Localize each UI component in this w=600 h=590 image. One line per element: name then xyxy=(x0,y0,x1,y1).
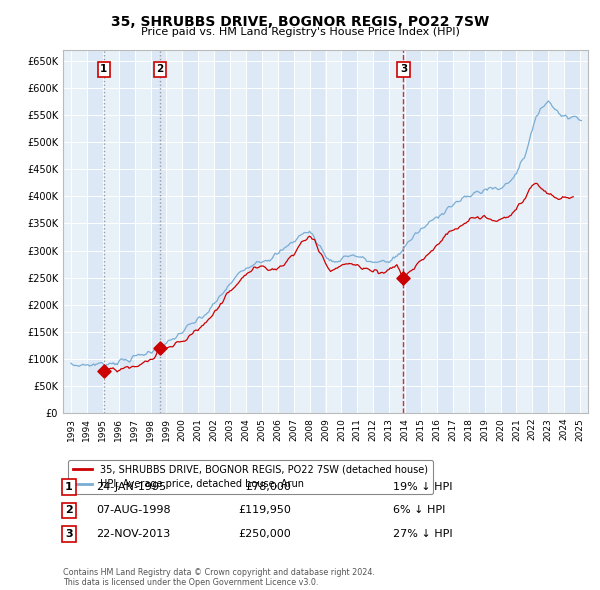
Point xyxy=(99,366,109,375)
Text: 2: 2 xyxy=(157,64,164,74)
Bar xyxy=(310,50,325,413)
Legend: 35, SHRUBBS DRIVE, BOGNOR REGIS, PO22 7SW (detached house), HPI: Average price, : 35, SHRUBBS DRIVE, BOGNOR REGIS, PO22 7S… xyxy=(68,460,433,494)
Text: 3: 3 xyxy=(65,529,73,539)
Text: £119,950: £119,950 xyxy=(238,506,291,515)
Bar xyxy=(151,50,166,413)
Text: 6% ↓ HPI: 6% ↓ HPI xyxy=(393,506,445,515)
Bar xyxy=(373,50,389,413)
Bar xyxy=(119,50,134,413)
Text: 07-AUG-1998: 07-AUG-1998 xyxy=(96,506,170,515)
Bar xyxy=(500,50,517,413)
Text: Price paid vs. HM Land Registry's House Price Index (HPI): Price paid vs. HM Land Registry's House … xyxy=(140,27,460,37)
Bar xyxy=(278,50,293,413)
Text: 3: 3 xyxy=(400,64,407,74)
Bar xyxy=(405,50,421,413)
Text: 1: 1 xyxy=(65,482,73,491)
Text: 27% ↓ HPI: 27% ↓ HPI xyxy=(393,529,452,539)
Bar xyxy=(437,50,453,413)
Bar xyxy=(246,50,262,413)
Text: 1: 1 xyxy=(100,64,107,74)
Bar xyxy=(532,50,548,413)
Text: £250,000: £250,000 xyxy=(238,529,291,539)
Point xyxy=(398,273,408,283)
Bar xyxy=(564,50,580,413)
Bar xyxy=(469,50,485,413)
Text: Contains HM Land Registry data © Crown copyright and database right 2024.
This d: Contains HM Land Registry data © Crown c… xyxy=(63,568,375,587)
Bar xyxy=(87,50,103,413)
Bar xyxy=(214,50,230,413)
Bar xyxy=(182,50,198,413)
Bar xyxy=(341,50,358,413)
Text: 35, SHRUBBS DRIVE, BOGNOR REGIS, PO22 7SW: 35, SHRUBBS DRIVE, BOGNOR REGIS, PO22 7S… xyxy=(111,15,489,29)
Text: 22-NOV-2013: 22-NOV-2013 xyxy=(96,529,170,539)
Text: £78,000: £78,000 xyxy=(245,482,291,491)
Point xyxy=(155,343,165,353)
Text: 24-JAN-1995: 24-JAN-1995 xyxy=(96,482,166,491)
Text: 2: 2 xyxy=(65,506,73,515)
Text: 19% ↓ HPI: 19% ↓ HPI xyxy=(393,482,452,491)
